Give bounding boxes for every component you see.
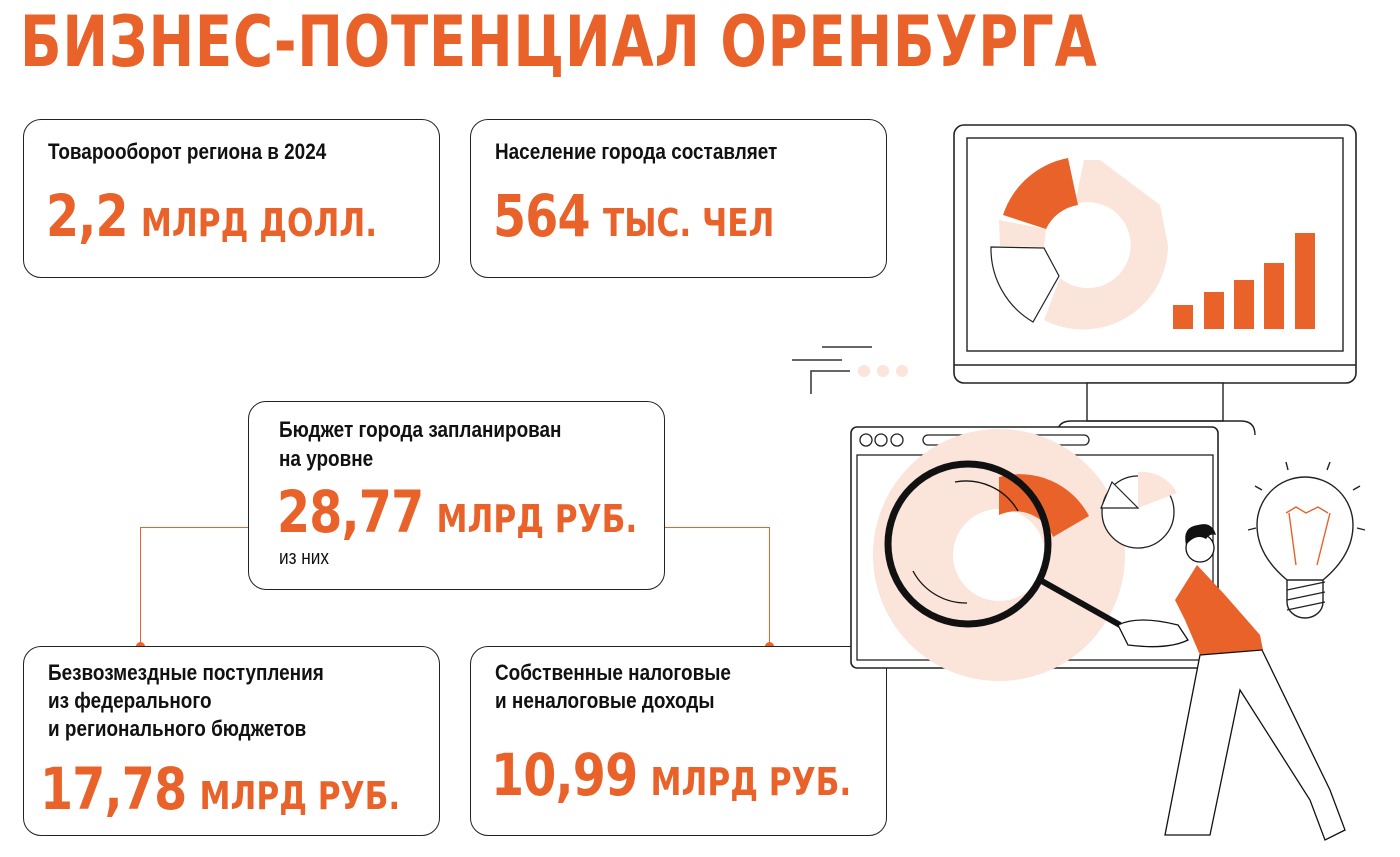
pie-chart-icon — [1100, 471, 1177, 549]
population-unit: ТЫС. ЧЕЛ — [602, 201, 775, 245]
magnifier-icon — [884, 460, 1122, 628]
population-number: 564 — [493, 182, 591, 250]
decorative-dots-icon — [858, 365, 908, 377]
decorative-lines-icon — [792, 346, 872, 394]
transfers-number: 17,78 — [40, 755, 187, 823]
connector-right — [665, 527, 770, 646]
transfers-label-line2: из федерального — [48, 688, 212, 713]
transfers-unit: МЛРД РУБ. — [199, 774, 401, 818]
card-population: Население города составляет 564 ТЫС. ЧЕЛ — [470, 119, 887, 278]
budget-unit: МЛРД РУБ. — [436, 497, 638, 541]
donut-chart-icon — [990, 158, 1168, 330]
card-turnover: Товарооборот региона в 2024 2,2 МЛРД ДОЛЛ… — [23, 119, 440, 278]
population-value: 564 ТЫС. ЧЕЛ — [493, 182, 774, 250]
turnover-number: 2,2 — [46, 182, 129, 250]
turnover-unit: МЛРД ДОЛЛ. — [140, 201, 378, 245]
person-icon — [1117, 524, 1346, 841]
own-revenue-unit: МЛРД РУБ. — [650, 760, 852, 804]
budget-label-line2: на уровне — [279, 446, 374, 471]
own-revenue-value: 10,99 МЛРД РУБ. — [491, 741, 851, 809]
population-label: Население города составляет — [495, 139, 778, 164]
transfers-label-line1: Безвозмездные поступления — [48, 660, 324, 685]
own-revenue-label-line2: и неналоговые доходы — [495, 688, 715, 713]
lightbulb-icon — [1247, 461, 1366, 619]
budget-value: 28,77 МЛРД РУБ. — [277, 478, 637, 546]
budget-number: 28,77 — [277, 478, 424, 546]
page-title: БИЗНЕС-ПОТЕНЦИАЛ ОРЕНБУРГА — [20, 1, 1098, 83]
own-revenue-number: 10,99 — [491, 741, 638, 809]
transfers-value: 17,78 МЛРД РУБ. — [40, 755, 400, 823]
transfers-label-line3: и регионального бюджетов — [48, 716, 307, 741]
own-revenue-label-line1: Собственные налоговые — [495, 660, 731, 685]
turnover-label: Товарооборот региона в 2024 — [48, 139, 327, 164]
card-budget: Бюджет города запланирован на уровне 28,… — [248, 401, 665, 590]
card-own-revenue: Собственные налоговые и неналоговые дохо… — [470, 646, 887, 836]
turnover-value: 2,2 МЛРД ДОЛЛ. — [46, 182, 377, 250]
budget-subnote: из них — [279, 547, 329, 569]
connector-left — [140, 527, 249, 646]
card-transfers: Безвозмездные поступления из федеральног… — [23, 646, 440, 836]
budget-label-line1: Бюджет города запланирован — [279, 417, 562, 442]
bar-chart-icon — [1173, 233, 1315, 329]
